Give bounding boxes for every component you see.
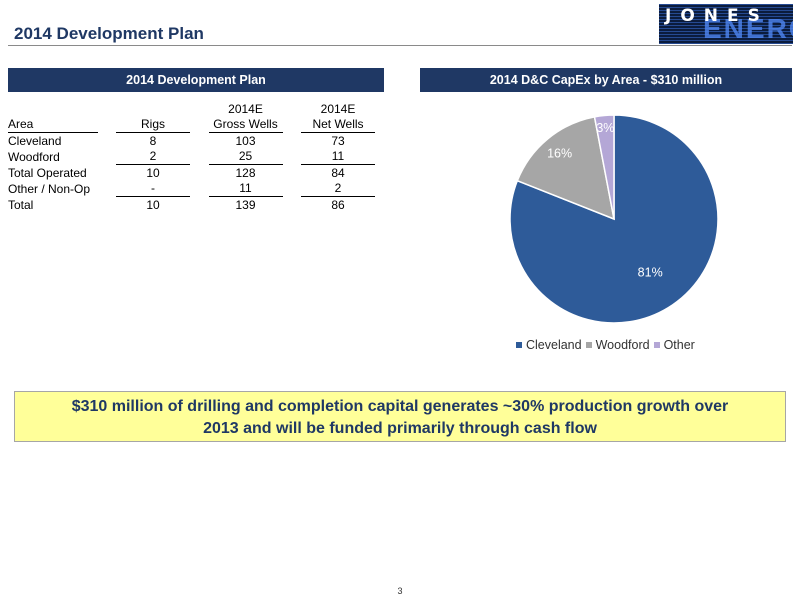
logo-background-text: ENERGY xyxy=(703,13,793,44)
row-gross: 128 xyxy=(235,165,256,180)
pie-label-other: 3% xyxy=(596,121,614,135)
pie-label-cleveland: 81% xyxy=(638,265,663,279)
row-rigs: 2 xyxy=(116,149,190,165)
row-area: Total Operated xyxy=(8,165,87,180)
row-net: 73 xyxy=(331,133,345,148)
pie-label-woodford: 16% xyxy=(547,146,572,160)
row-net: 11 xyxy=(301,149,375,165)
row-area: Cleveland xyxy=(8,133,62,148)
row-area: Woodford xyxy=(8,149,60,164)
capex-pie-chart: 81% 16% 3% xyxy=(509,114,719,324)
table-row: Cleveland 8 103 73 xyxy=(8,133,383,149)
row-net: 84 xyxy=(331,165,345,180)
legend-item-woodford: Woodford xyxy=(585,338,650,352)
row-gross: 25 xyxy=(208,149,283,165)
pie-slice-woodford xyxy=(516,115,615,221)
row-area: Total xyxy=(8,197,34,212)
table-header-row: Area Rigs Gross Wells Net Wells xyxy=(8,117,383,133)
page-title: 2014 Development Plan xyxy=(14,24,204,43)
row-net: 86 xyxy=(331,197,345,212)
page-number: 3 xyxy=(397,586,403,596)
row-area: Other / Non-Op xyxy=(8,181,91,196)
gross-wells-header-top: 2014E xyxy=(228,102,263,116)
capex-chart-header: 2014 D&C CapEx by Area - $310 million xyxy=(420,68,792,92)
row-net: 2 xyxy=(301,181,375,197)
legend-swatch xyxy=(653,342,660,348)
row-rigs: 10 xyxy=(146,197,160,212)
title-divider xyxy=(8,45,792,46)
legend-label: Cleveland xyxy=(526,338,582,352)
legend-item-other: Other xyxy=(653,338,695,352)
row-gross: 103 xyxy=(235,133,256,148)
row-rigs: 10 xyxy=(146,165,160,180)
callout-line-2: 2013 and will be funded primarily throug… xyxy=(203,420,597,437)
row-gross: 11 xyxy=(208,181,283,197)
legend-label: Woodford xyxy=(595,338,650,352)
pie-slice-other xyxy=(593,114,615,220)
summary-callout: $310 million of drilling and completion … xyxy=(14,391,786,442)
net-wells-header: Net Wells xyxy=(301,117,375,133)
chart-legend: Cleveland Woodford Other xyxy=(516,338,699,352)
legend-item-cleveland: Cleveland xyxy=(516,338,582,352)
table-row: Total Operated 10 128 84 xyxy=(8,165,383,181)
row-rigs: 8 xyxy=(149,133,157,148)
row-gross: 139 xyxy=(235,197,256,212)
company-logo: ENERGY JONES xyxy=(659,4,793,44)
development-plan-header: 2014 Development Plan xyxy=(8,68,384,92)
logo-text: JONES xyxy=(665,6,769,26)
legend-swatch xyxy=(585,342,592,348)
table-row-total: Total 10 139 86 xyxy=(8,197,383,213)
logo-stripes xyxy=(659,4,793,44)
area-header: Area xyxy=(8,117,98,133)
legend-label: Other xyxy=(663,338,695,352)
net-wells-header-top: 2014E xyxy=(320,102,356,116)
table-header-top-row: 2014E 2014E xyxy=(8,101,383,117)
gross-wells-header: Gross Wells xyxy=(208,117,283,133)
callout-line-1: $310 million of drilling and completion … xyxy=(71,398,729,415)
table-row: Woodford 2 25 11 xyxy=(8,149,383,165)
rigs-header: Rigs xyxy=(116,117,190,133)
legend-swatch xyxy=(516,342,522,348)
row-rigs: - xyxy=(116,181,190,197)
table-row: Other / Non-Op - 11 2 xyxy=(8,181,383,197)
development-plan-table: 2014E 2014E Area Rigs Gross Wells Net We… xyxy=(8,101,383,213)
